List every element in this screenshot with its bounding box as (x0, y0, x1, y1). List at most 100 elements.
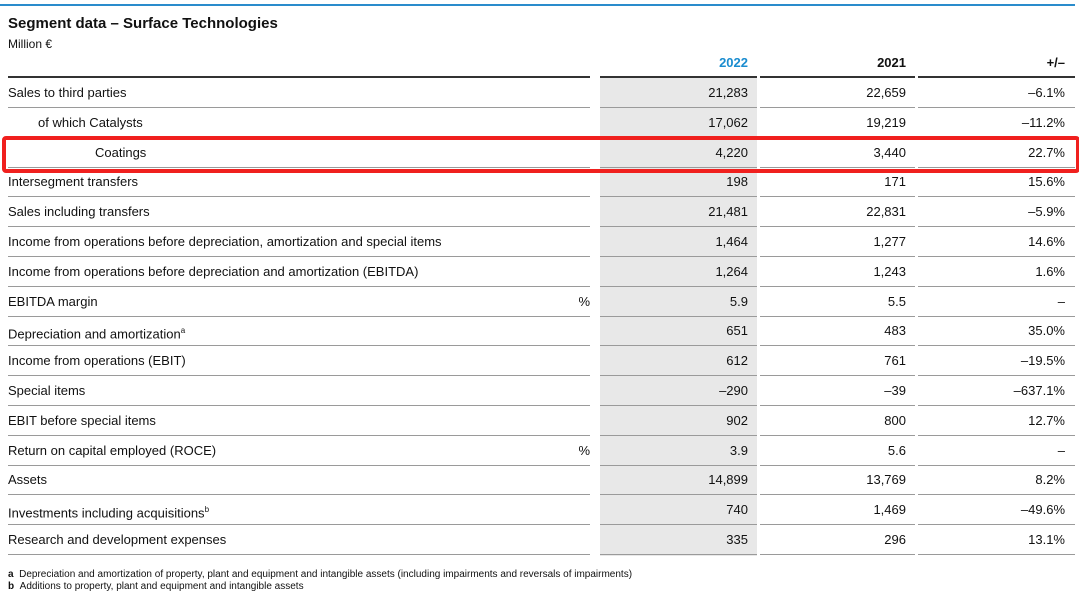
row-label: Sales to third parties (8, 85, 127, 101)
row-rule (600, 494, 757, 496)
row-rule (918, 256, 1075, 257)
row-label-text: Depreciation and amortization (8, 326, 181, 342)
row-label: Assets (8, 472, 47, 488)
cell-value: –6.1% (1028, 85, 1065, 100)
cell-value: 22,831 (866, 204, 906, 220)
cell-value: 5.9 (729, 293, 748, 309)
row-rule (760, 196, 915, 198)
cell-value: 21,481 (708, 204, 748, 220)
row-label-text: Special items (8, 383, 86, 398)
current-year-shade (600, 78, 757, 556)
cell-value: –49.6% (1020, 502, 1065, 518)
row-rule (760, 107, 915, 108)
footnote-text: Depreciation and amortization of propert… (19, 569, 633, 580)
top-rule (0, 4, 1075, 6)
cell-value: 198 (726, 174, 748, 190)
cell-value: 8.2% (1035, 472, 1065, 488)
header-rule (8, 76, 590, 78)
footnote-mark: b (8, 581, 15, 592)
row-rule (760, 166, 915, 168)
row-label: Investments including acquisitionsb (8, 502, 209, 521)
row-rule (8, 524, 590, 526)
footnote-ref: b (204, 505, 210, 515)
cell-value: 335 (726, 532, 748, 547)
row-rule (8, 494, 590, 496)
row-rule (918, 345, 1075, 347)
column-header: 2021 (877, 55, 906, 70)
row-rule (600, 256, 757, 257)
cell-value: 14,899 (708, 472, 748, 488)
highlight-box (2, 136, 1079, 173)
cell-value: 35.0% (1028, 323, 1065, 339)
cell-value: 171 (884, 174, 906, 190)
row-rule (8, 464, 590, 466)
row-rule (760, 256, 915, 257)
cell-value: 21,283 (708, 85, 748, 100)
row-label: Income from operations before depreciati… (8, 234, 442, 250)
row-rule (600, 166, 757, 168)
cell-value: 13.1% (1028, 532, 1065, 547)
row-label: Coatings (95, 145, 146, 161)
row-rule (918, 196, 1075, 198)
row-label-text: Sales to third parties (8, 85, 127, 100)
row-rule (600, 405, 757, 406)
row-rule (760, 405, 915, 406)
row-rule (8, 256, 590, 257)
row-rule (8, 434, 590, 436)
row-label-text: of which Catalysts (38, 114, 143, 130)
row-rule (600, 226, 757, 228)
cell-value: 902 (726, 412, 748, 428)
cell-value: 5.5 (887, 293, 906, 309)
cell-value: 296 (884, 532, 906, 547)
row-rule (918, 375, 1075, 377)
cell-value: 612 (726, 353, 748, 369)
row-label-text: EBIT before special items (8, 412, 156, 428)
row-rule (760, 226, 915, 228)
cell-value: 483 (884, 323, 906, 339)
row-rule (760, 494, 915, 496)
row-rule (760, 554, 915, 555)
cell-value: 22.7% (1028, 144, 1065, 160)
cell-value: 800 (884, 412, 906, 428)
row-rule (600, 554, 757, 555)
cell-value: 5.6 (887, 442, 906, 458)
row-rule (8, 285, 590, 287)
cell-value: 4,220 (715, 144, 748, 160)
cell-value: 3,440 (873, 144, 906, 160)
row-label: EBIT before special items (8, 413, 156, 429)
row-label-text: Income from operations (EBIT) (8, 353, 186, 369)
row-rule (918, 226, 1075, 228)
cell-value: 19,219 (866, 114, 906, 130)
column-header: 2022 (719, 55, 748, 70)
row-rule (8, 554, 590, 555)
row-label-text: Intersegment transfers (8, 174, 139, 190)
cell-value: 1,264 (715, 263, 748, 279)
row-rule (600, 285, 757, 287)
row-unit: % (578, 442, 590, 458)
row-label: Income from operations before depreciati… (8, 264, 418, 280)
row-label-text: Assets (8, 472, 48, 488)
title: Segment data – Surface Technologies (8, 15, 278, 32)
row-rule (918, 285, 1075, 287)
row-rule (918, 524, 1075, 526)
footnote: a Depreciation and amortization of prope… (8, 569, 632, 580)
cell-value: –19.5% (1020, 353, 1065, 369)
row-rule (600, 524, 757, 526)
row-label: of which Catalysts (38, 115, 143, 131)
row-label-text: Income from operations before depreciati… (8, 234, 442, 249)
unit: Million € (8, 37, 53, 51)
row-rule (600, 107, 757, 108)
row-label-text: EBITDA margin (8, 293, 98, 309)
cell-value: – (1057, 442, 1065, 458)
row-label: Intersegment transfers (8, 174, 138, 190)
footnote-mark: a (8, 569, 14, 580)
row-rule (600, 375, 757, 377)
row-rule (600, 345, 757, 347)
cell-value: 1,277 (873, 234, 906, 249)
row-rule (8, 345, 590, 347)
row-rule (8, 405, 590, 406)
row-rule (918, 464, 1075, 466)
row-label: Income from operations (EBIT) (8, 353, 186, 369)
header-rule (760, 76, 915, 78)
